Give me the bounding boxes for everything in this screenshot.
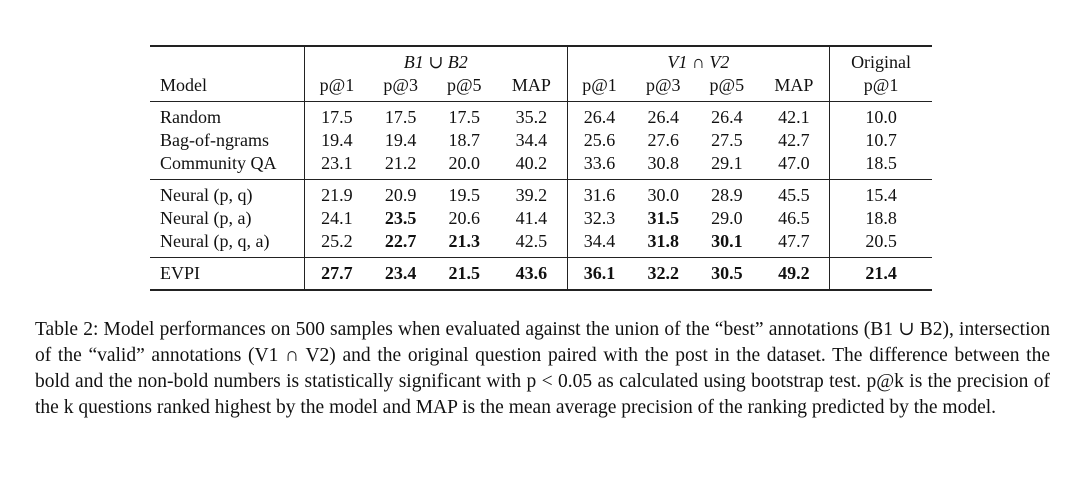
score-cell: 42.5 <box>496 230 568 258</box>
score-cell: 31.5 <box>647 208 679 228</box>
score-cell: 36.1 <box>567 257 632 290</box>
score-cell: 20.9 <box>368 179 433 207</box>
table-row: Bag-of-ngrams 19.4 19.4 18.7 34.4 25.6 27.6 27.… <box>150 129 932 152</box>
score-cell: 24.1 <box>321 208 353 228</box>
score-cell: 26.4 <box>567 101 632 129</box>
score-cell: 27.6 <box>647 130 679 150</box>
group-header: B1 ∪ B2 <box>304 46 568 74</box>
column-header: MAP <box>496 74 568 102</box>
score-cell: 18.7 <box>448 130 481 150</box>
model-name: Bag-of-ngrams <box>150 129 305 152</box>
results-table: B1 ∪ B2 V1 ∩ V2 Original Model p@1 p@3 p@5 MAP p… <box>150 45 932 291</box>
score-cell: 33.6 <box>583 153 616 173</box>
score-cell: 21.2 <box>384 153 417 173</box>
column-header: p@1 <box>582 75 617 95</box>
table-row: Community QA 23.1 21.2 20.0 40.2 33.6 30.8 29.1… <box>150 152 932 180</box>
score-cell: 34.4 <box>583 231 616 251</box>
score-cell: 29.0 <box>711 208 743 228</box>
score-cell: 10.0 <box>829 101 932 129</box>
column-header: p@1 <box>319 75 355 95</box>
score-cell: 32.2 <box>631 257 696 290</box>
score-cell: 15.4 <box>829 179 932 207</box>
score-cell: 17.5 <box>432 101 497 129</box>
column-header: p@5 <box>709 75 745 95</box>
score-cell: 42.1 <box>758 101 831 129</box>
column-header-row: Model p@1 p@3 p@5 MAP p@1 p@3 p@5 MAP p@1 <box>150 74 932 102</box>
blank-cell <box>150 46 305 74</box>
score-cell: 18.5 <box>865 153 897 173</box>
table-row: Neural (p, q, a) 25.2 22.7 21.3 42.5 34.4 31.8… <box>150 230 932 258</box>
score-cell: 30.0 <box>631 179 696 207</box>
score-cell: 35.2 <box>496 101 568 129</box>
score-cell: 47.7 <box>758 230 831 258</box>
score-cell: 22.7 <box>384 231 417 251</box>
score-cell: 30.5 <box>695 257 759 290</box>
score-cell: 20.5 <box>865 231 897 251</box>
column-header: MAP <box>758 74 831 102</box>
model-name: Neural (p, q, a) <box>150 230 305 258</box>
score-cell: 23.1 <box>321 153 353 173</box>
table-row: Neural (p, a) 24.1 23.5 20.6 41.4 32.3 31.5 29.… <box>150 207 932 230</box>
model-name: Community QA <box>150 152 305 180</box>
score-cell: 49.2 <box>758 257 831 290</box>
score-cell: 43.6 <box>496 257 568 290</box>
model-name: EVPI <box>150 257 305 290</box>
score-cell: 19.4 <box>384 130 417 150</box>
score-cell: 31.6 <box>567 179 632 207</box>
score-cell: 23.5 <box>384 208 417 228</box>
model-name: Random <box>150 101 305 129</box>
table-row: EVPI 27.7 23.4 21.5 43.6 36.1 32.2 30.5 49.2 21.4 <box>150 257 932 290</box>
table-caption: Table 2: Model performances on 500 sampl… <box>35 319 1050 418</box>
score-cell: 18.8 <box>865 208 897 228</box>
score-cell: 21.4 <box>829 257 932 290</box>
score-cell: 34.4 <box>496 129 568 152</box>
score-cell: 41.4 <box>496 207 568 230</box>
column-header: Model <box>150 74 305 102</box>
score-cell: 39.2 <box>496 179 568 207</box>
model-name: Neural (p, a) <box>150 207 305 230</box>
score-cell: 17.5 <box>304 101 369 129</box>
score-cell: 32.3 <box>583 208 616 228</box>
score-cell: 25.2 <box>321 231 353 251</box>
score-cell: 45.5 <box>758 179 831 207</box>
model-name: Neural (p, q) <box>150 179 305 207</box>
group-header-row: B1 ∪ B2 V1 ∩ V2 Original <box>150 46 932 74</box>
score-cell: 21.3 <box>448 231 481 251</box>
score-cell: 31.8 <box>647 231 679 251</box>
score-cell: 21.9 <box>304 179 369 207</box>
score-cell: 26.4 <box>695 101 759 129</box>
score-cell: 30.1 <box>711 231 743 251</box>
score-cell: 21.5 <box>432 257 497 290</box>
score-cell: 46.5 <box>758 207 831 230</box>
score-cell: 28.9 <box>695 179 759 207</box>
score-cell: 20.6 <box>448 208 481 228</box>
score-cell: 10.7 <box>865 130 897 150</box>
score-cell: 47.0 <box>758 152 831 180</box>
score-cell: 27.5 <box>711 130 743 150</box>
score-cell: 42.7 <box>758 129 831 152</box>
score-cell: 23.4 <box>368 257 433 290</box>
score-cell: 27.7 <box>304 257 369 290</box>
column-header: p@5 <box>446 75 482 95</box>
score-cell: 17.5 <box>368 101 433 129</box>
score-cell: 30.8 <box>647 153 679 173</box>
score-cell: 19.4 <box>321 130 353 150</box>
group-header: Original <box>851 52 912 72</box>
score-cell: 19.5 <box>432 179 497 207</box>
score-cell: 20.0 <box>448 153 481 173</box>
table-row: Neural (p, q) 21.9 20.9 19.5 39.2 31.6 30.0 28.… <box>150 179 932 207</box>
score-cell: 29.1 <box>711 153 743 173</box>
score-cell: 25.6 <box>583 130 616 150</box>
column-header: p@1 <box>863 75 899 95</box>
table-row: Random 17.5 17.5 17.5 35.2 26.4 26.4 26.4 42.1 10… <box>150 101 932 129</box>
score-cell: 40.2 <box>496 152 568 180</box>
group-header: V1 ∩ V2 <box>567 46 831 74</box>
column-header: p@3 <box>383 75 418 95</box>
column-header: p@3 <box>645 75 681 95</box>
score-cell: 26.4 <box>631 101 696 129</box>
